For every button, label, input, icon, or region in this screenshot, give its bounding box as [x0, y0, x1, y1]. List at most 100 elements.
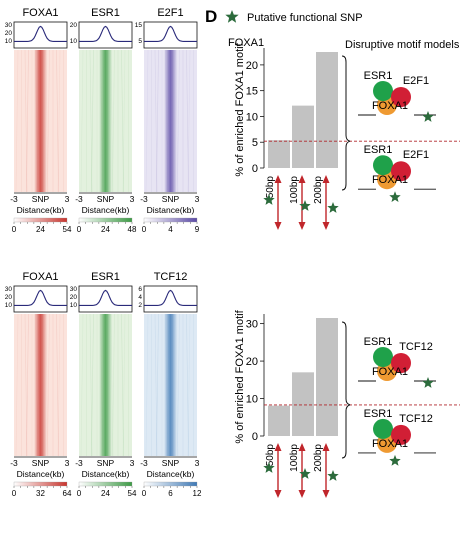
axis-distance-label: Distance(kb)	[147, 469, 195, 479]
heatmap-streak	[122, 49, 126, 193]
axis-right-label: 3	[130, 458, 135, 468]
legend-text: Putative functional SNP	[247, 12, 363, 24]
scale-max: 48	[128, 225, 137, 234]
heatmap-streak	[45, 49, 49, 193]
heatmap-streak	[145, 313, 149, 457]
heatmap-streak	[122, 313, 126, 457]
profile-ymid: 20	[5, 294, 13, 301]
axis-snp-label: SNP	[162, 458, 180, 468]
snp-star-icon	[299, 468, 311, 479]
heatmap-streak	[101, 313, 105, 457]
foxa1-label: FOXA1	[372, 100, 408, 112]
profile-ymid: 20	[70, 294, 78, 301]
foxa1-label: FOXA1	[372, 366, 408, 378]
snp-star-icon	[422, 111, 434, 122]
arrow-head-down-icon	[274, 222, 282, 230]
heatmap-streak	[175, 49, 179, 193]
profile-box	[13, 21, 68, 49]
profile-ymid: 20	[5, 30, 13, 37]
y-tick-label: 30	[246, 319, 258, 331]
snp-star-icon	[263, 194, 275, 205]
heatmap-streak	[166, 49, 170, 193]
bar-chart: 0 10 20 30% of enriched FOXA1 motif 50bp 100b…	[234, 309, 460, 498]
color-scale-bar	[78, 481, 133, 487]
heatmap-block	[144, 50, 197, 192]
heatmap-streak	[89, 313, 93, 457]
color-scale-bar	[78, 217, 133, 223]
heatmap-streak	[156, 49, 159, 193]
arrow-head-up-icon	[322, 443, 330, 451]
heatmap-block	[14, 50, 67, 192]
snp-star-icon	[263, 462, 275, 473]
partner-label: TCF12	[399, 413, 433, 425]
heatmap-streak	[154, 313, 158, 457]
scale-min: 0	[77, 489, 82, 498]
heatmap-streak	[91, 313, 94, 457]
heatmap-streak	[57, 49, 61, 193]
esr1-circle	[373, 155, 393, 176]
esr1-circle	[373, 81, 393, 101]
heatmap-streak	[36, 313, 40, 457]
y-tick-label: 0	[252, 431, 258, 443]
foxa1-label: FOXA1	[372, 174, 408, 186]
axis-distance-label: Distance(kb)	[17, 469, 65, 479]
snp-star-icon	[422, 377, 434, 388]
heatmap-streak	[45, 313, 49, 457]
axis-right-label: 3	[195, 458, 200, 468]
heatmap-streak	[121, 49, 124, 193]
disruptive-title: Disruptive motif models	[345, 39, 460, 51]
axis-right-label: 3	[130, 194, 135, 204]
axis-snp-label: SNP	[97, 194, 115, 204]
heatmap-streak	[110, 49, 114, 193]
esr1-label: ESR1	[364, 144, 393, 156]
esr1-circle	[373, 418, 393, 439]
heatmap-streak	[91, 49, 94, 193]
color-scale-bar	[13, 217, 68, 223]
profile-box	[78, 21, 133, 49]
heatmap-streak	[47, 313, 50, 457]
legend-star-icon	[225, 10, 239, 23]
esr1-label: ESR1	[364, 408, 393, 420]
profile-ylow: 10	[5, 302, 13, 309]
axis-left-label: -3	[10, 194, 18, 204]
bar	[316, 52, 338, 168]
profile-ylow: 5	[138, 38, 142, 45]
profile-curve	[79, 289, 132, 306]
heatmap-streak	[56, 49, 59, 193]
y-tick-label: 20	[246, 356, 258, 368]
heatmap-streak	[177, 49, 180, 193]
heatmap-streak	[15, 313, 19, 457]
heatmap-streak	[110, 313, 114, 457]
heatmap-streak	[186, 313, 189, 457]
heatmap-streak	[156, 313, 159, 457]
heatmap-block	[79, 314, 132, 456]
category-label: 50bp	[265, 444, 276, 467]
profile-box	[143, 285, 198, 313]
y-axis-label: % of enriched FOXA1 motif	[234, 42, 246, 176]
heatmap-streak	[100, 49, 103, 193]
heatmap-streak	[26, 49, 29, 193]
scale-min: 0	[142, 489, 147, 498]
scale-min: 0	[77, 225, 82, 234]
color-scale-bar	[143, 217, 198, 223]
heatmap-streak	[186, 49, 189, 193]
profile-ymax: 30	[5, 22, 13, 29]
heatmap-streak	[145, 49, 149, 193]
motif-bar-panels: D Putative functional SNP Disruptive mot…	[205, 7, 460, 498]
axis-left-label: -3	[75, 458, 83, 468]
heatmap-streak	[57, 313, 61, 457]
partner-circle	[391, 87, 411, 107]
scale-min: 0	[12, 225, 17, 234]
bar	[316, 318, 338, 436]
heatmap-streak	[175, 313, 179, 457]
axis-left-label: -3	[140, 194, 148, 204]
arrow-head-up-icon	[274, 175, 282, 183]
heatmap-streak	[187, 49, 191, 193]
heatmap-streak	[165, 313, 168, 457]
profile-box	[78, 285, 133, 313]
track-name: E2F1	[157, 7, 183, 19]
axis-left-label: -3	[10, 458, 18, 468]
